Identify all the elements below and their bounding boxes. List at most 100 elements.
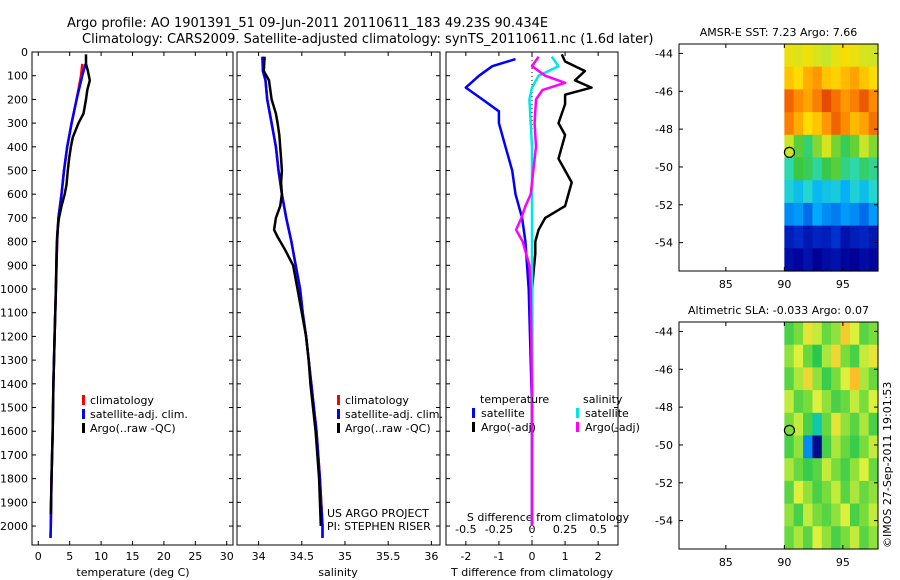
sla-map-cell bbox=[859, 390, 870, 414]
sst-map-cell bbox=[859, 225, 870, 249]
sst-map-cell bbox=[849, 134, 860, 159]
salinity-climatology-line bbox=[260, 56, 324, 538]
sst-map-cell bbox=[831, 112, 842, 136]
sla-map-ytick-label: -50 bbox=[655, 439, 673, 452]
sla-map-cell bbox=[849, 390, 860, 414]
sla-map-cell bbox=[812, 412, 823, 437]
sst-map-ytick-label: -44 bbox=[655, 47, 673, 60]
annotation-pi: PI: STEPHEN RISER bbox=[327, 520, 431, 533]
diff-legend-label: satellite bbox=[481, 407, 525, 420]
sst-map-cell bbox=[868, 157, 879, 181]
sst-map-xtick-label: 95 bbox=[836, 278, 850, 291]
diff-legend-salinity-header: salinity bbox=[583, 393, 623, 406]
sst-map-cell bbox=[849, 157, 860, 181]
diff-legend-swatch bbox=[472, 408, 475, 418]
sla-map-cell bbox=[793, 458, 804, 482]
sst-map-cell bbox=[868, 89, 879, 113]
sla-map-xtick-label: 95 bbox=[836, 556, 850, 569]
sst-map-cell bbox=[793, 134, 804, 159]
sla-map-cell bbox=[812, 344, 823, 368]
sst-map-cell bbox=[840, 134, 851, 159]
sla-map-cell bbox=[859, 480, 870, 505]
depth-tick-label: 1800 bbox=[0, 473, 28, 486]
sst-map-cell bbox=[812, 112, 823, 136]
depth-tick-label: 0 bbox=[21, 46, 28, 59]
sla-map-cell bbox=[793, 480, 804, 505]
sla-map-cell bbox=[821, 367, 832, 391]
sst-map-cell bbox=[812, 180, 823, 204]
sla-map-cell bbox=[821, 503, 832, 527]
sst-map-ytick-label: -54 bbox=[655, 237, 673, 250]
sla-map-cell bbox=[793, 344, 804, 368]
tdiff-x-tick-label: -2 bbox=[460, 550, 471, 563]
diff-legend-swatch bbox=[576, 422, 579, 432]
sla-map-cell bbox=[803, 458, 814, 482]
sla-map-cell bbox=[821, 390, 832, 414]
diff-legend-swatch bbox=[472, 422, 475, 432]
depth-tick-label: 500 bbox=[7, 165, 28, 178]
tdiff-x-tick-label: 2 bbox=[595, 550, 602, 563]
sla-map-title: Altimetric SLA: -0.033 Argo: 0.07 bbox=[688, 304, 869, 317]
sst-map-cell bbox=[849, 248, 860, 272]
sla-map-cell bbox=[803, 526, 814, 550]
sla-map-cell bbox=[868, 367, 879, 391]
sst-map-cell bbox=[859, 112, 870, 136]
salinity-x-tick-label: 34 bbox=[252, 550, 266, 563]
temperature-x-tick-label: 5 bbox=[66, 550, 73, 563]
sst-map-cell bbox=[831, 44, 842, 68]
sla-map-cell bbox=[784, 435, 795, 459]
sla-map-cell bbox=[868, 344, 879, 368]
sla-map-cell bbox=[868, 435, 879, 459]
sla-map-cell bbox=[821, 322, 832, 346]
sla-map-ytick-label: -54 bbox=[655, 515, 673, 528]
sla-map-xtick-label: 85 bbox=[719, 556, 733, 569]
salinity-legend-label: Argo(..raw -QC) bbox=[345, 422, 431, 435]
sla-map-cell bbox=[868, 526, 879, 550]
sst-map-cell bbox=[812, 225, 823, 249]
sla-map-cell bbox=[821, 458, 832, 482]
sst-map-cell bbox=[803, 180, 814, 204]
sla-map-cell bbox=[859, 503, 870, 527]
sst-map-xtick-label: 85 bbox=[719, 278, 733, 291]
sst-map-cell bbox=[784, 66, 795, 90]
sla-map-cell bbox=[849, 322, 860, 346]
sst-map-cell bbox=[840, 112, 851, 136]
temperature-legend-label: satellite-adj. clim. bbox=[90, 408, 188, 421]
sla-map-cell bbox=[859, 344, 870, 368]
sst-map-frame bbox=[678, 43, 879, 272]
sla-map-cell bbox=[831, 458, 842, 482]
sla-map-cell bbox=[793, 435, 804, 459]
sst-map-ytick-label: -46 bbox=[655, 85, 673, 98]
sst-map-cell bbox=[821, 202, 832, 227]
sst-map-cell bbox=[812, 202, 823, 227]
sla-map-cell bbox=[803, 344, 814, 368]
sst-map-cell bbox=[784, 225, 795, 249]
sla-map-cell bbox=[840, 367, 851, 391]
sla-map-argo-marker bbox=[783, 424, 796, 436]
sst-map-cell bbox=[793, 89, 804, 113]
sst-map-cell bbox=[868, 248, 879, 272]
salinity-legend-swatch bbox=[337, 409, 340, 419]
sst-map-cell bbox=[803, 112, 814, 136]
sla-map-cell bbox=[868, 458, 879, 482]
salinity-legend-label: climatology bbox=[345, 394, 409, 407]
temperature-legend-swatch bbox=[82, 423, 85, 433]
sst-map-cell bbox=[784, 112, 795, 136]
sst-map-cell bbox=[793, 66, 804, 90]
sla-map-cell bbox=[784, 412, 795, 437]
sst-map-cell bbox=[831, 180, 842, 204]
sst-map-ytick-label: -52 bbox=[655, 199, 673, 212]
temperature-legend-swatch bbox=[82, 395, 85, 405]
sst-map-cell bbox=[821, 134, 832, 159]
temperature-x-tick-label: 15 bbox=[126, 550, 140, 563]
sst-map-cell bbox=[821, 66, 832, 90]
sst-map-cell bbox=[831, 66, 842, 90]
sst-map-cell bbox=[812, 44, 823, 68]
depth-tick-label: 1500 bbox=[0, 402, 28, 415]
tdiff-x-tick-label: 1 bbox=[562, 550, 569, 563]
sla-map-cell bbox=[784, 503, 795, 527]
annotation-project: US ARGO PROJECT bbox=[327, 507, 429, 520]
sst-map-cell bbox=[784, 44, 795, 68]
sst-map-cell bbox=[868, 134, 879, 159]
sla-map-cell bbox=[840, 435, 851, 459]
